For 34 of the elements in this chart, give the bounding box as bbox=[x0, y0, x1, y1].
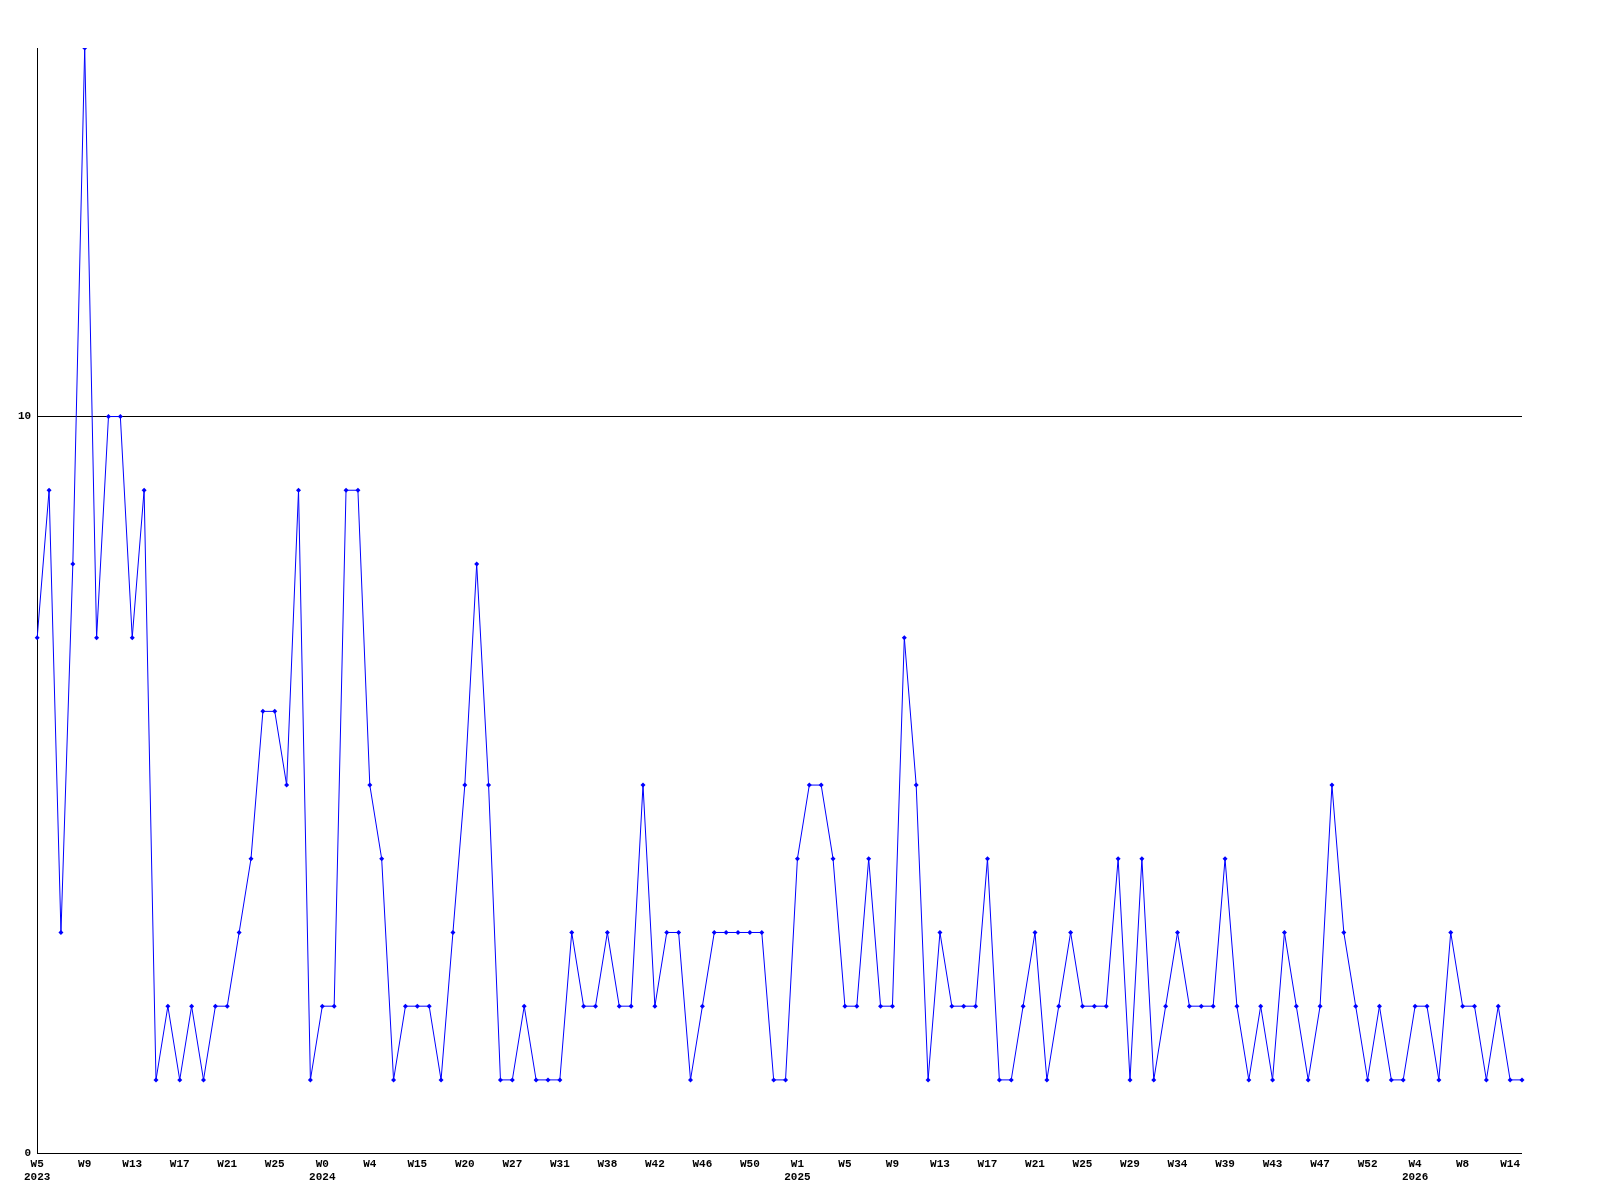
x-tick-label: W1 2025 bbox=[784, 1157, 812, 1184]
x-tick-label: W0 2024 bbox=[309, 1157, 336, 1184]
x-tick-label: W13 bbox=[122, 1157, 143, 1170]
x-tick-label: W9 bbox=[885, 1157, 900, 1170]
x-tick-label: W50 bbox=[740, 1157, 760, 1170]
x-tick-label: W21 bbox=[217, 1157, 238, 1170]
x-tick-label: W42 bbox=[644, 1157, 665, 1170]
x-tick-label: W27 bbox=[502, 1157, 523, 1170]
x-tick-label: W52 bbox=[1357, 1157, 1378, 1170]
x-tick-label: W25 bbox=[264, 1157, 286, 1170]
x-tick-label: W5 bbox=[838, 1157, 852, 1170]
x-tick-label: W46 bbox=[692, 1157, 713, 1170]
x-tick-label: W34 bbox=[1167, 1157, 1188, 1170]
x-tick-label: W38 bbox=[597, 1157, 618, 1170]
x-tick-label: W31 bbox=[549, 1157, 571, 1170]
x-tick-label: W14 bbox=[1500, 1157, 1521, 1170]
x-tick-label: W29 bbox=[1120, 1157, 1140, 1170]
y-tick-label: 10 bbox=[18, 410, 32, 423]
x-tick-label: W17 bbox=[977, 1157, 998, 1170]
x-tick-label: W21 bbox=[1025, 1157, 1046, 1170]
x-tick-label: W43 bbox=[1262, 1157, 1283, 1170]
x-tick-label: W4 2026 bbox=[1401, 1157, 1429, 1184]
x-tick-label: W15 bbox=[407, 1157, 428, 1170]
x-tick-label: W5 2023 bbox=[24, 1157, 51, 1184]
x-tick-label: W4 bbox=[363, 1157, 377, 1170]
x-tick-label: W17 bbox=[169, 1157, 190, 1170]
y-tick-label: 0 bbox=[24, 1147, 32, 1160]
x-tick-label: W39 bbox=[1215, 1157, 1235, 1170]
x-tick-label: W8 bbox=[1456, 1157, 1470, 1170]
x-tick-label: W25 bbox=[1072, 1157, 1093, 1170]
x-tick-label: W9 bbox=[78, 1157, 92, 1170]
x-tick-label: W20 bbox=[454, 1157, 475, 1170]
x-tick-label: W13 bbox=[930, 1157, 951, 1170]
x-tick-label: W47 bbox=[1310, 1157, 1330, 1170]
